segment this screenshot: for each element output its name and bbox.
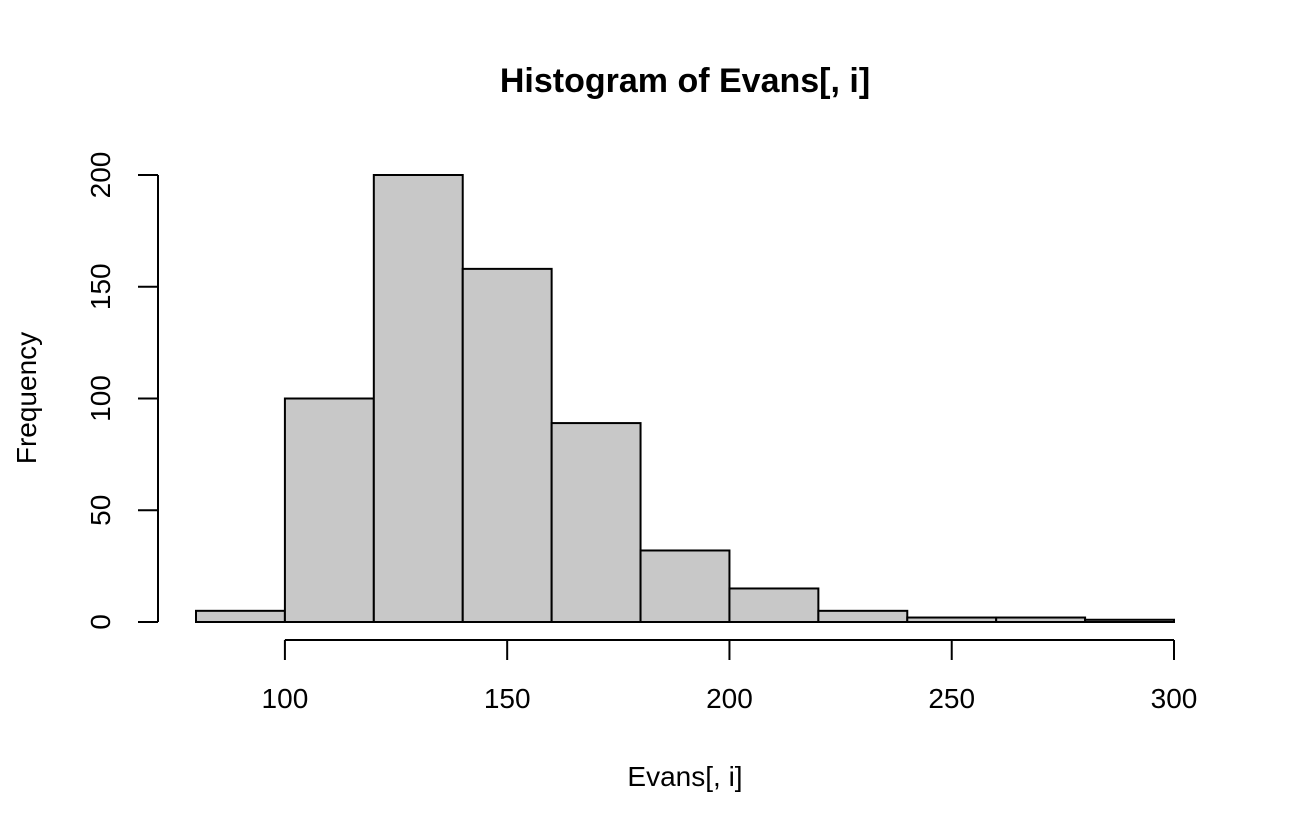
x-tick-label: 250 (928, 683, 975, 714)
histogram-bar (195, 609, 286, 624)
histogram-bar (372, 174, 464, 623)
y-tick-label: 100 (85, 375, 116, 422)
y-tick-label: 50 (85, 495, 116, 526)
histogram-bar (283, 397, 375, 623)
histogram-bar (995, 616, 1087, 624)
x-tick-label: 200 (706, 683, 753, 714)
histogram-bar (1084, 618, 1176, 624)
y-axis: 0 50 100 150 200 (85, 152, 159, 630)
x-axis: 100 150 200 250 300 (262, 639, 1198, 714)
y-tick-label: 200 (85, 152, 116, 199)
x-axis-label: Evans[, i] (627, 761, 742, 792)
chart-title: Histogram of Evans[, i] (500, 62, 870, 100)
histogram-bar (817, 609, 909, 624)
x-tick-label: 150 (484, 683, 531, 714)
x-tick-label: 100 (262, 683, 309, 714)
histogram-bar (639, 549, 731, 623)
y-axis-label: Frequency (11, 332, 42, 464)
y-tick-label: 150 (85, 263, 116, 310)
histogram-bar (550, 422, 642, 623)
histogram-bar (906, 616, 998, 624)
histogram-bar (728, 587, 820, 623)
x-tick-label: 300 (1151, 683, 1198, 714)
y-tick-label: 0 (85, 614, 116, 630)
histogram-bar (461, 267, 553, 623)
bars-group (195, 174, 1176, 624)
